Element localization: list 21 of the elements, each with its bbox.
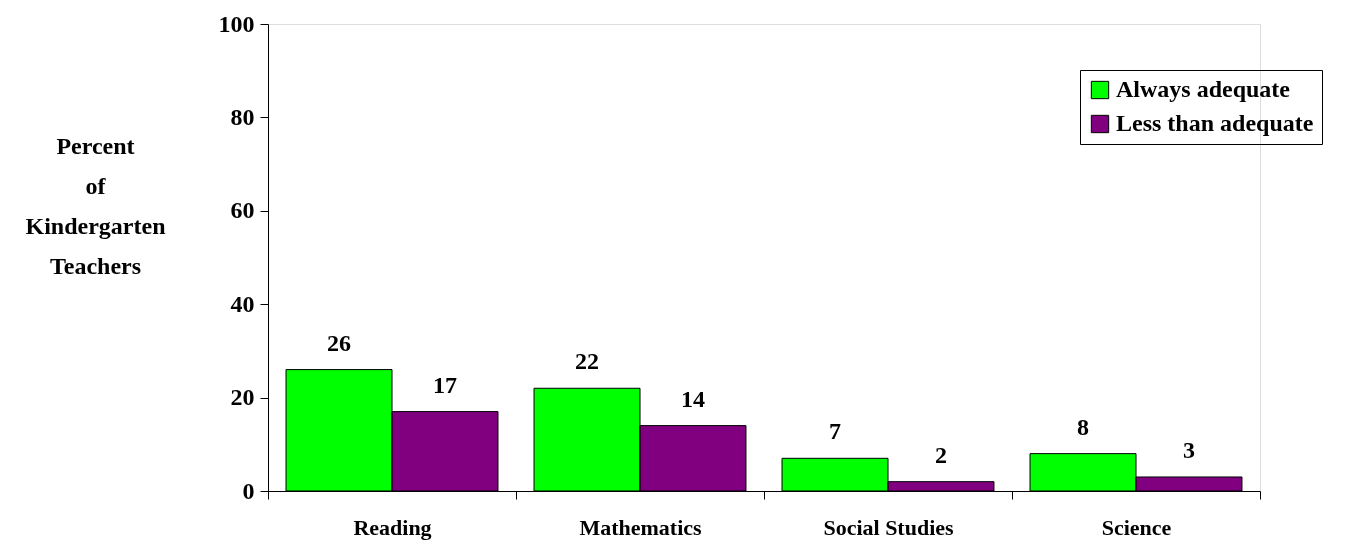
data-label: 22	[575, 348, 600, 375]
data-label: 14	[680, 385, 705, 412]
data-label: 3	[1182, 436, 1195, 463]
x-tick-label: Reading	[353, 514, 432, 540]
x-tick-label: Social Studies	[823, 514, 955, 540]
y-tick-label: 80	[230, 103, 255, 130]
data-label: 2	[934, 441, 947, 468]
y-tick-label: 20	[230, 384, 255, 411]
x-tick-label: Science	[1101, 514, 1172, 540]
y-axis-title: Percent of Kindergarten Teachers	[25, 132, 166, 279]
y-tick-label: 0	[242, 477, 255, 504]
y-tick-label: 40	[230, 290, 255, 317]
y-tick-label: 60	[230, 197, 255, 224]
data-label: 7	[829, 418, 842, 445]
data-label: 17	[432, 371, 457, 398]
data-label: 8	[1077, 413, 1090, 440]
x-tick-label: Mathematics	[579, 514, 703, 540]
legend-label: Always adequate	[1116, 76, 1291, 102]
y-tick-label: 100	[218, 10, 255, 37]
data-label: 26	[327, 329, 352, 356]
legend-label: Less than adequate	[1116, 110, 1314, 136]
